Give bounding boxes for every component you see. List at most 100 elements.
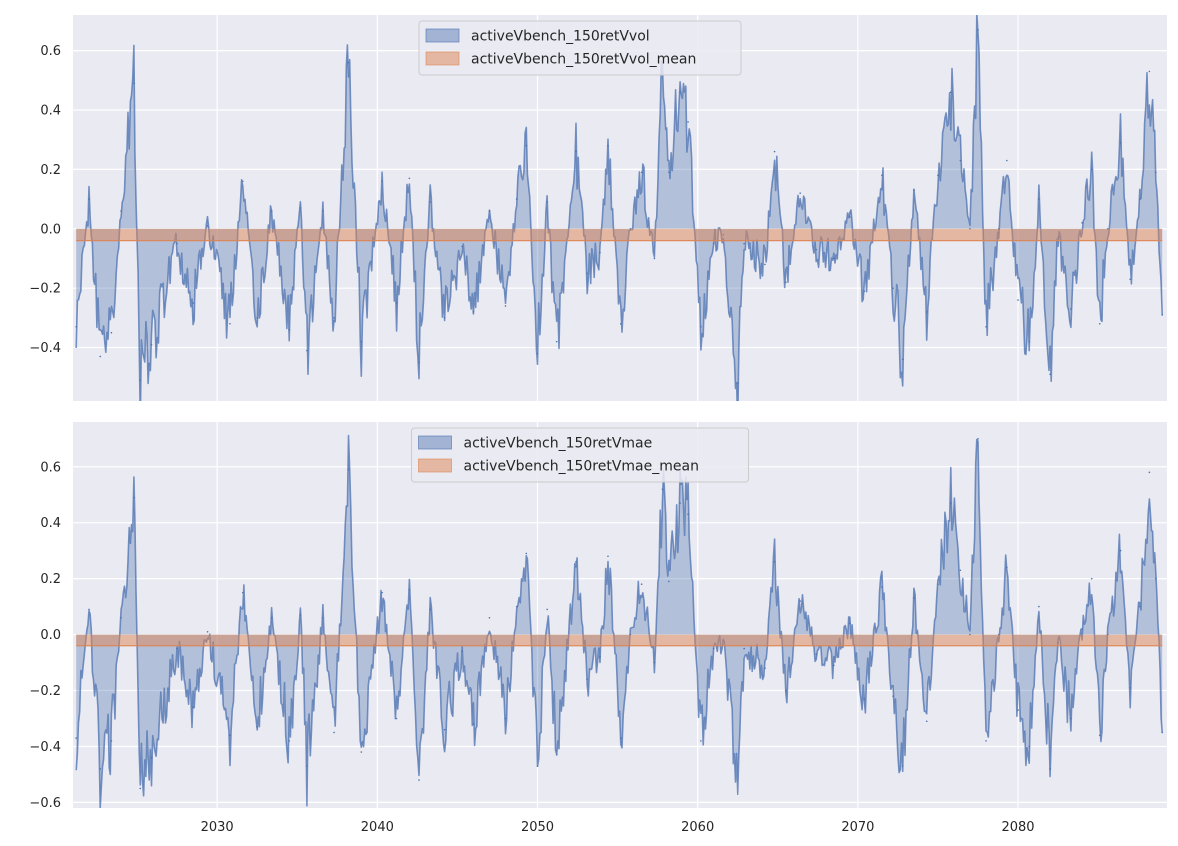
data-point — [229, 323, 231, 325]
data-point — [120, 616, 122, 619]
data-point — [687, 513, 689, 516]
data-point — [687, 121, 689, 123]
data-point — [555, 754, 558, 756]
series-layer — [75, 434, 1163, 808]
data-point — [360, 340, 363, 343]
data-point — [784, 689, 787, 692]
data-point — [176, 242, 178, 245]
series-area-fill — [76, 435, 1163, 808]
data-point — [1154, 577, 1157, 580]
data-point — [849, 216, 851, 218]
data-point — [395, 302, 398, 304]
data-point — [599, 656, 601, 658]
data-point — [1138, 198, 1141, 200]
data-point — [408, 177, 411, 180]
data-point — [607, 555, 609, 558]
data-point — [229, 734, 231, 737]
x-tick-labels: 2030 2040 2050 2060 2070 2080 — [201, 820, 1035, 835]
data-point — [949, 502, 952, 504]
data-point — [1119, 141, 1122, 144]
legend-box — [411, 427, 749, 483]
legend-box — [418, 20, 742, 76]
legend-swatch — [425, 28, 460, 43]
data-point — [586, 678, 588, 681]
data-point — [1119, 549, 1122, 552]
data-point — [504, 305, 507, 307]
data-point — [1098, 323, 1101, 325]
data-point — [901, 765, 904, 767]
legend-swatch — [425, 51, 460, 66]
y-tick-labels: −0.4 −0.2 0.0 0.2 0.4 0.6 — [29, 44, 61, 356]
data-point — [1038, 198, 1040, 200]
data-point — [959, 569, 962, 572]
data-point — [110, 740, 113, 742]
data-point — [849, 622, 851, 625]
data-point — [192, 302, 194, 304]
data-point — [206, 630, 209, 633]
data-point — [799, 600, 801, 602]
data-point — [892, 287, 894, 289]
data-point — [679, 502, 681, 504]
data-point — [892, 695, 894, 697]
data-point — [1148, 471, 1151, 474]
data-point — [472, 311, 475, 313]
y-tick-label: −0.4 — [29, 341, 61, 356]
data-point — [139, 787, 142, 790]
data-point — [99, 355, 102, 358]
data-point — [75, 325, 78, 328]
y-tick-label: 0.4 — [40, 104, 61, 119]
data-point — [599, 251, 601, 254]
data-point — [679, 91, 681, 93]
series-line — [75, 434, 1163, 808]
data-point — [815, 653, 818, 655]
top-plot-panel: −0.4 −0.2 0.0 0.2 0.4 0.6 activeVbench_150retV… — [29, 15, 1167, 401]
data-point — [1081, 222, 1083, 224]
series-line — [75, 15, 1163, 401]
x-tick-label: 2060 — [681, 820, 714, 835]
data-point — [256, 317, 259, 319]
bottom-plot-panel: −0.6 −0.4 −0.2 0.0 0.2 0.4 0.6 2030 2040 2050 2060… — [29, 422, 1167, 835]
data-point — [913, 597, 915, 600]
y-tick-label: 0.2 — [40, 572, 61, 587]
data-point — [322, 210, 324, 212]
data-point — [881, 586, 883, 588]
legend-entry-label: activeVbench_150retVmae_mean — [464, 459, 699, 475]
data-point — [546, 201, 548, 203]
data-point — [299, 614, 302, 616]
legend-entry-label: activeVbench_150retVmae — [464, 436, 653, 452]
data-point — [1049, 373, 1051, 376]
data-point — [764, 263, 766, 266]
series-layer — [75, 15, 1163, 401]
data-point — [700, 740, 702, 742]
data-point — [133, 496, 135, 499]
data-point — [640, 583, 643, 586]
data-point — [1038, 605, 1040, 608]
data-point — [333, 731, 335, 734]
y-tick-label: 0.6 — [40, 460, 61, 475]
legend: activeVbench_150retVmae activeVbench_150r… — [411, 427, 749, 483]
data-point — [288, 740, 291, 742]
data-point — [815, 248, 818, 251]
data-point — [575, 150, 577, 153]
data-point — [1090, 168, 1093, 171]
data-point — [985, 325, 987, 328]
data-point — [504, 717, 507, 720]
x-tick-label: 2050 — [521, 820, 554, 835]
data-point — [488, 210, 491, 212]
legend-swatch — [418, 435, 452, 450]
data-point — [1154, 171, 1157, 174]
data-point — [1161, 731, 1163, 734]
data-point — [1070, 308, 1072, 310]
data-point — [901, 358, 904, 361]
data-point — [1090, 577, 1093, 580]
data-point — [120, 210, 122, 212]
data-point — [799, 192, 801, 194]
data-point — [863, 290, 866, 292]
data-point — [472, 723, 475, 725]
x-tick-label: 2070 — [841, 820, 874, 835]
data-point — [270, 616, 273, 619]
data-point — [546, 608, 548, 611]
data-point — [863, 698, 866, 700]
data-point — [640, 171, 643, 174]
